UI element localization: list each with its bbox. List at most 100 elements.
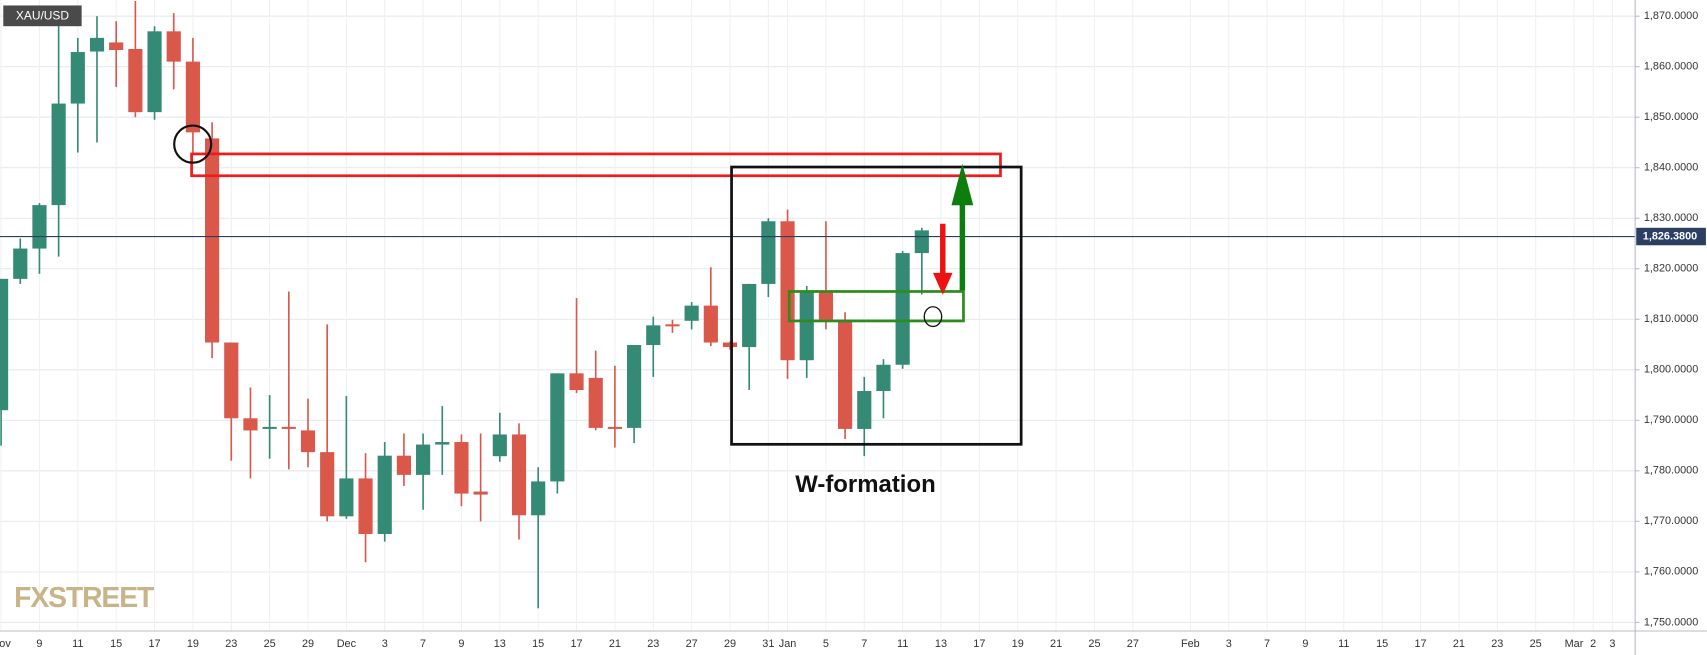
- x-tick-label: 15: [1376, 638, 1388, 650]
- x-tick-label: 21: [1050, 638, 1062, 650]
- candle-body: [262, 426, 277, 429]
- y-tick-label: 1,800.0000: [1644, 364, 1698, 376]
- up-arrow-head: [951, 163, 974, 206]
- x-tick-label: 21: [609, 638, 621, 650]
- symbol: XAU/USD: [16, 9, 70, 23]
- x-tick-label: 25: [264, 638, 276, 650]
- candle-body: [185, 61, 200, 133]
- x-tick-label: 3: [1226, 638, 1232, 650]
- candle-body: [454, 442, 469, 494]
- candle-body: [0, 278, 9, 411]
- candle-body: [89, 37, 105, 52]
- y-tick-label: 1,780.0000: [1644, 465, 1698, 477]
- annotation: W-formation: [795, 471, 935, 498]
- candle-body: [799, 292, 814, 361]
- x-tick-label: 23: [225, 638, 237, 650]
- x-tick-label: 19: [187, 638, 199, 650]
- candle-body: [377, 455, 392, 534]
- candle-body: [838, 319, 853, 429]
- candle-body: [281, 426, 296, 429]
- x-tick-label: 25: [1088, 638, 1100, 650]
- x-tick-label: 17: [973, 638, 985, 650]
- candle-body: [761, 221, 776, 284]
- candle-body: [914, 230, 929, 254]
- candle-body: [876, 364, 891, 392]
- x-tick-label: Nov: [0, 638, 11, 650]
- candle-body: [665, 324, 680, 327]
- x-tick-label: 7: [861, 638, 867, 650]
- x-tick-label: 25: [1530, 638, 1542, 650]
- watermark: FXSTREET: [14, 582, 154, 614]
- candle-body: [473, 491, 488, 495]
- candle-body: [358, 478, 373, 534]
- candle-body: [300, 430, 316, 453]
- x-tick-label: Feb: [1181, 638, 1200, 650]
- candle-body: [128, 49, 143, 113]
- y-tick-label: 1,840.0000: [1644, 162, 1698, 174]
- axes: 1,750.0000 1,760.0000 1,770.0000 1,780.0000…: [0, 10, 1706, 650]
- candle-body: [396, 455, 411, 475]
- x-tick-label: 17: [570, 638, 582, 650]
- candle-body: [13, 248, 28, 279]
- candles: [0, 1, 1636, 609]
- x-tick-label: 27: [686, 638, 698, 650]
- x-tick-label: 11: [1338, 638, 1349, 650]
- candle-body: [742, 283, 757, 348]
- grid: [0, 0, 1636, 631]
- last-price-badge: [1636, 227, 1706, 246]
- y-tick-label: 1,770.0000: [1644, 515, 1698, 527]
- candle-body: [703, 305, 718, 343]
- candle-body: [569, 373, 584, 391]
- resistance-zone: [190, 152, 1002, 178]
- y-tick-label: 1,790.0000: [1644, 414, 1698, 426]
- candle-body: [339, 478, 354, 517]
- x-tick-label: 11: [72, 638, 83, 650]
- candle-body: [588, 377, 603, 428]
- candle-body: [780, 221, 795, 361]
- candle-body: [51, 103, 66, 206]
- small-circle: [923, 306, 943, 328]
- x-tick-label: 7: [1264, 638, 1270, 650]
- x-tick-label: 9: [458, 638, 464, 650]
- y-tick-label: 1,850.0000: [1644, 111, 1698, 123]
- candle-body: [70, 52, 85, 104]
- x-tick-label: 29: [724, 638, 736, 650]
- candle-body: [627, 345, 642, 428]
- candle-body: [435, 442, 450, 445]
- x-tick-label: 13: [935, 638, 947, 650]
- y-tick-label: 1,760.0000: [1644, 566, 1698, 578]
- y-tick-label: 1,870.0000: [1644, 10, 1698, 22]
- candle-body: [32, 205, 47, 249]
- highlight-circle: [173, 124, 213, 164]
- x-tick-label: 9: [36, 638, 42, 650]
- candle-body: [857, 391, 872, 429]
- candle-body: [684, 305, 699, 321]
- candle-body: [646, 325, 661, 346]
- candle-body: [492, 434, 507, 457]
- x-tick-label: 7: [420, 638, 426, 650]
- x-tick-label: 17: [148, 638, 160, 650]
- x-tick-label: 21: [1453, 638, 1465, 650]
- x-tick-label: 19: [1012, 638, 1024, 650]
- x-tick-label: Dec: [337, 638, 357, 650]
- y-tick-label: 1,820.0000: [1644, 263, 1698, 275]
- candle-body: [224, 342, 239, 419]
- support-zone: [787, 290, 965, 323]
- x-tick-label: 31: [762, 638, 774, 650]
- x-tick-label: 15: [110, 638, 122, 650]
- x-tick-label: 3: [1609, 638, 1615, 650]
- x-tick-label: Jan: [779, 638, 797, 650]
- candle-body: [166, 31, 181, 62]
- x-tick-label: 27: [1127, 638, 1139, 650]
- last-price-label: 1,826.3800: [1643, 230, 1697, 242]
- x-tick-label: 23: [1491, 638, 1503, 650]
- candle-body: [895, 253, 910, 365]
- candle-body: [722, 342, 738, 348]
- y-tick-label: 1,750.0000: [1644, 616, 1698, 628]
- x-tick-label: 5: [823, 638, 829, 650]
- y-tick-label: 1,830.0000: [1644, 212, 1698, 224]
- y-tick-label: 1,860.0000: [1644, 61, 1698, 73]
- pattern-box: [730, 165, 1023, 446]
- x-tick-label: 15: [532, 638, 544, 650]
